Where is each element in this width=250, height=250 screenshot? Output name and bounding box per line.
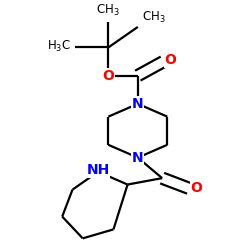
Text: CH$_3$: CH$_3$ [96,3,120,18]
Text: NH: NH [86,164,110,177]
Text: H$_3$C: H$_3$C [47,38,71,54]
Text: CH$_3$: CH$_3$ [142,10,165,25]
Text: O: O [190,181,202,195]
Text: O: O [165,53,176,67]
Text: N: N [132,151,144,165]
Text: N: N [132,97,144,111]
Text: O: O [102,69,114,83]
